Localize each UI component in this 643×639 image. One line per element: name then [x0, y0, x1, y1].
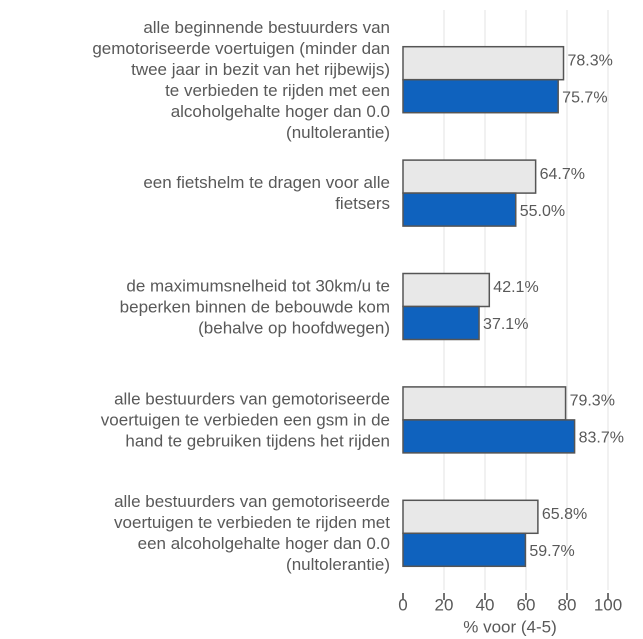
value-label: 78.3%: [568, 52, 613, 69]
category-label: een fietshelm te dragen voor alle fietse…: [143, 173, 390, 214]
bar: [402, 192, 517, 227]
value-label: 59.7%: [529, 543, 574, 560]
value-label: 55.0%: [520, 203, 565, 220]
category-label: de maximumsnelheid tot 30km/u te beperke…: [119, 276, 390, 337]
bar: [402, 272, 491, 308]
value-label: 75.7%: [562, 89, 607, 106]
bar: [402, 532, 527, 568]
bar: [402, 386, 567, 421]
bar: [402, 159, 537, 194]
category-label: alle bestuurders van gemotoriseerde voer…: [100, 389, 390, 451]
x-tick-label: 100: [594, 595, 622, 614]
bar: [402, 305, 480, 341]
bar: [402, 45, 565, 81]
value-label: 37.1%: [483, 316, 528, 333]
value-label: 42.1%: [493, 279, 538, 296]
bar: [402, 419, 576, 454]
bar: [402, 78, 559, 114]
x-tick-label: 40: [476, 595, 495, 614]
x-tick-label: 20: [435, 595, 454, 614]
value-label: 64.7%: [540, 166, 585, 183]
value-label: 79.3%: [570, 393, 615, 410]
value-label: 83.7%: [579, 430, 624, 447]
x-tick-label: 60: [517, 595, 536, 614]
bar: [402, 499, 539, 535]
category-label: alle bestuurders van gemotoriseerde voer…: [114, 492, 390, 575]
x-tick-label: 0: [398, 595, 407, 614]
x-axis-label: % voor (4-5): [463, 617, 557, 636]
value-label: 65.8%: [542, 506, 587, 523]
x-tick-label: 80: [558, 595, 577, 614]
category-label: alle beginnende bestuurders van gemotori…: [92, 17, 390, 142]
